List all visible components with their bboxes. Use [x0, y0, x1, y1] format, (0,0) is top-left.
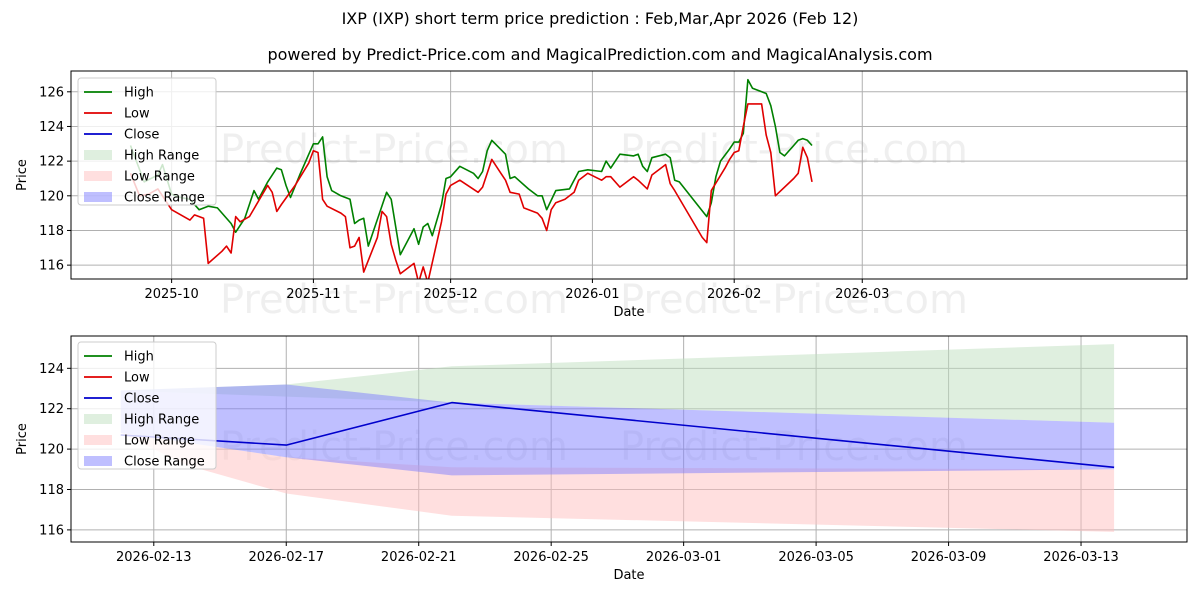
legend-high-label: High [124, 86, 154, 101]
legend-high-range-label: High Range [124, 413, 199, 428]
legend-low-label: Low [124, 371, 150, 386]
low-range-band [120, 432, 1115, 532]
low-line [129, 103, 813, 279]
legend-high-range-label: High Range [124, 149, 199, 164]
y-axis-label: Price [15, 159, 30, 191]
y-tick-label: 124 [39, 362, 64, 377]
y-tick-label: 126 [39, 85, 64, 100]
y-tick-label: 120 [39, 443, 64, 458]
y-tick-label: 118 [39, 483, 64, 498]
legend-close-label: Close [124, 392, 159, 407]
watermark-text: Predict-Price.com [220, 127, 568, 173]
legend-high-range-swatch [84, 150, 112, 160]
series-layer [129, 78, 813, 279]
legend-high-range-swatch [84, 414, 112, 424]
plot-area [71, 71, 1187, 279]
legend: High Low Close High Range Low Range Close Ran… [77, 77, 217, 206]
watermark-text: Predict-Price.com [620, 277, 968, 323]
x-tick-label: 2026-01 [565, 287, 619, 302]
legend-close-range-swatch [84, 456, 112, 466]
x-tick-label: 2026-03-09 [911, 550, 987, 565]
x-tick-label: 2026-03-05 [778, 550, 854, 565]
chart-title: IXP (IXP) short term price prediction : … [341, 9, 859, 28]
y-tick-label: 118 [39, 224, 64, 239]
bottom-panel: Predict-Price.comPredict-Price.com2026-0… [15, 335, 1188, 583]
y-tick-label: 122 [39, 155, 64, 170]
high-range-band [120, 344, 1115, 423]
top-panel: Predict-Price.com Predict-Price.com2025-1… [15, 70, 1188, 323]
legend: High Low Close High Range Low Range Close Ran… [77, 341, 217, 470]
watermark-text: Predict-Price.com [620, 127, 968, 173]
x-tick-label: 2025-11 [286, 287, 340, 302]
y-tick-label: 116 [39, 259, 64, 274]
legend-close-range-swatch [84, 192, 112, 202]
watermark-text: Predict-Price.com [220, 277, 568, 323]
x-tick-label: 2026-02-13 [116, 550, 192, 565]
axes-frame [70, 335, 1188, 543]
x-axis-label: Date [613, 305, 644, 320]
x-tick-label: 2026-03 [835, 287, 889, 302]
legend-close-range-label: Close Range [124, 455, 205, 470]
x-tick-label: 2026-03-01 [646, 550, 722, 565]
legend-close-label: Close [124, 128, 159, 143]
legend-low-range-swatch [84, 171, 112, 181]
legend-low-range-swatch [84, 435, 112, 445]
watermark-middle: Predict-Price.com Predict-Price.com [220, 277, 968, 323]
chart-subtitle: powered by Predict-Price.com and Magical… [267, 45, 933, 64]
legend-low-label: Low [124, 107, 150, 122]
x-tick-label: 2026-02 [707, 287, 761, 302]
legend-high-label: High [124, 350, 154, 365]
y-tick-label: 120 [39, 189, 64, 204]
legend-box [77, 341, 217, 470]
legend-low-range-label: Low Range [124, 434, 195, 449]
x-tick-label: 2025-12 [423, 287, 477, 302]
x-tick-label: 2026-02-25 [513, 550, 589, 565]
y-tick-label: 116 [39, 523, 64, 538]
x-axis-label: Date [613, 568, 644, 583]
y-axis-label: Price [15, 423, 30, 455]
high-line [129, 78, 813, 256]
y-tick-label: 124 [39, 120, 64, 135]
x-tick-label: 2026-02-21 [381, 550, 457, 565]
y-tick-label: 122 [39, 402, 64, 417]
axes-frame [70, 70, 1188, 280]
x-tick-label: 2025-10 [144, 287, 198, 302]
legend-close-range-label: Close Range [124, 191, 205, 206]
x-tick-label: 2026-02-17 [248, 550, 324, 565]
legend-low-range-label: Low Range [124, 170, 195, 185]
close-range-band [120, 384, 1115, 476]
x-tick-label: 2026-03-13 [1043, 550, 1119, 565]
legend-box [77, 77, 217, 206]
series-layer [120, 344, 1115, 532]
